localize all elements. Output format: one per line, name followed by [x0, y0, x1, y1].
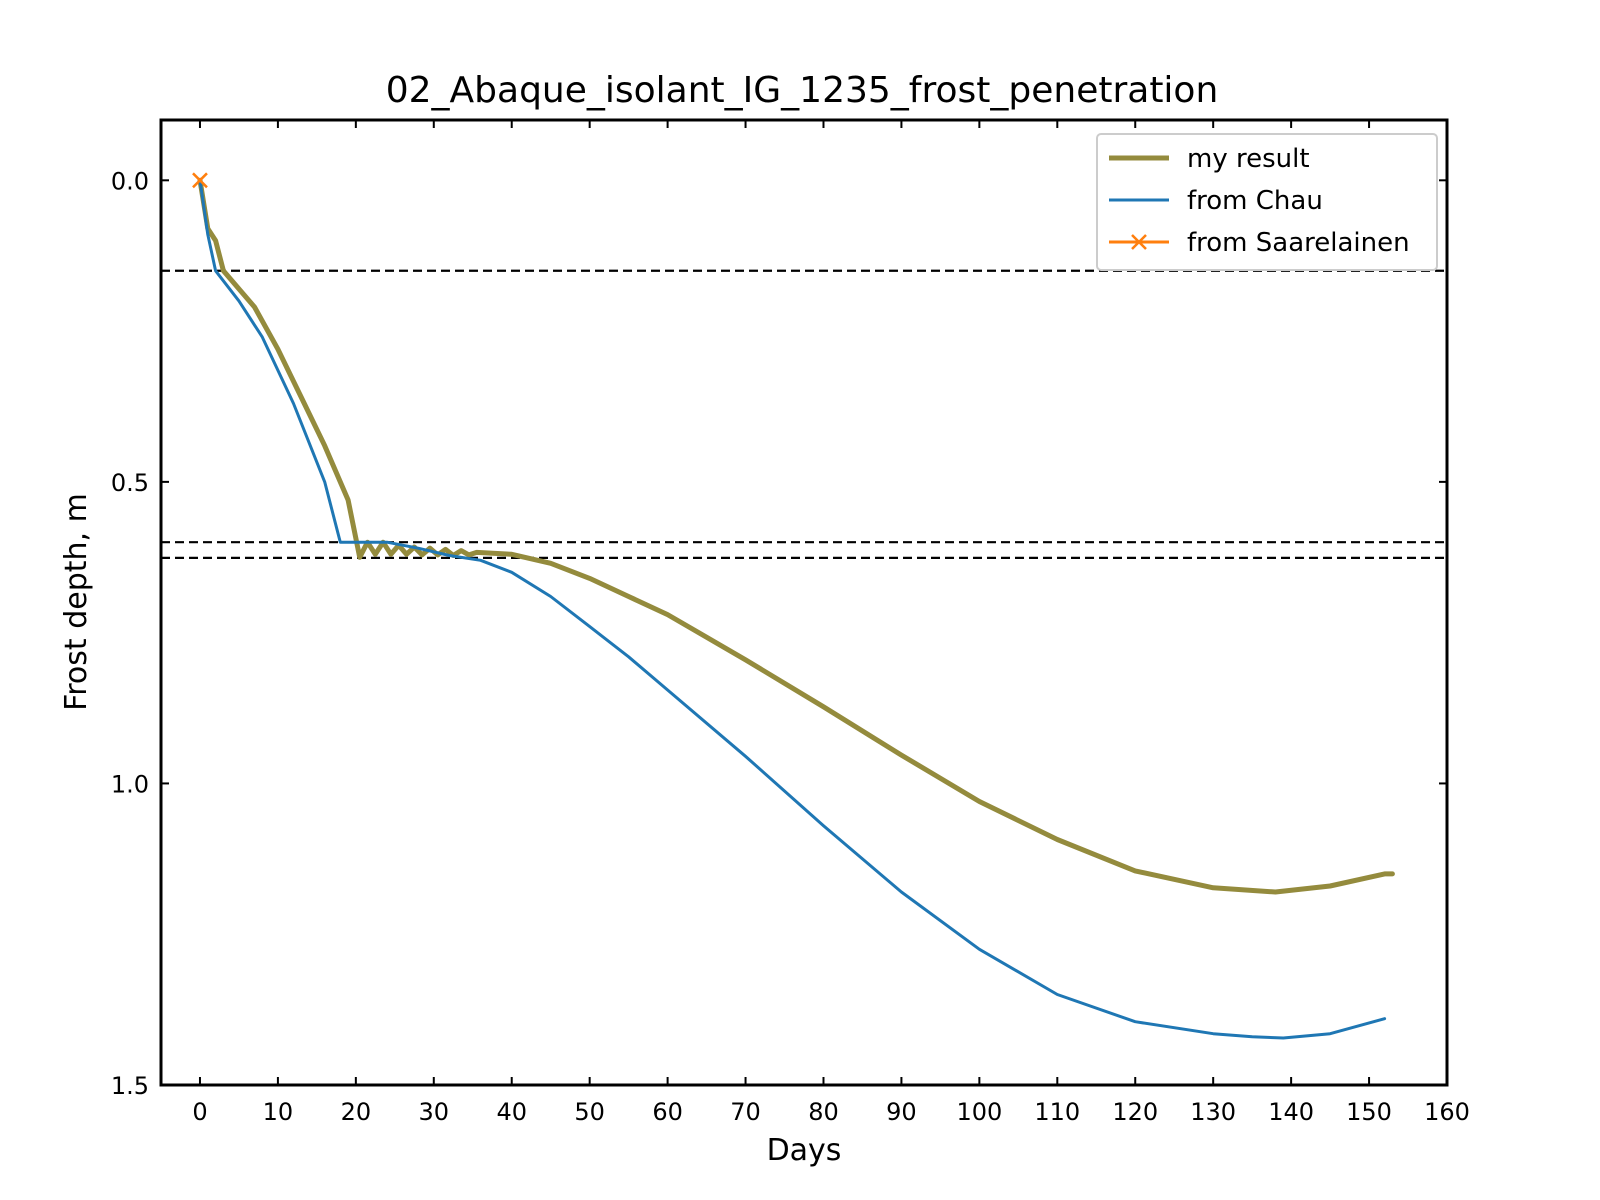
legend-marker-from-saarelainen [1131, 234, 1147, 250]
x-tick-label: 110 [1034, 1098, 1080, 1126]
x-tick-label: 130 [1190, 1098, 1236, 1126]
series-line-from-chau [198, 178, 1387, 1040]
x-tick-label: 100 [956, 1098, 1002, 1126]
x-axis-title: Days [767, 1133, 842, 1168]
x-tick-label: 60 [652, 1098, 683, 1126]
x-tick-label: 50 [574, 1098, 605, 1126]
y-tick-label: 0.0 [111, 167, 149, 195]
legend-box [1096, 133, 1438, 271]
x-tick-label: 150 [1346, 1098, 1392, 1126]
x-tick-label: 160 [1424, 1098, 1470, 1126]
x-tick-label: 40 [496, 1098, 527, 1126]
y-axis-title: Frost depth, m [59, 493, 94, 711]
plot-frame [159, 118, 1449, 1087]
x-tick-label: 10 [263, 1098, 294, 1126]
legend-label-my-result: my result [1187, 144, 1310, 174]
x-tick-label: 70 [730, 1098, 761, 1126]
legend-label-from-chau: from Chau [1187, 186, 1323, 216]
series-layer [192, 172, 1395, 1040]
y-tick-label: 0.5 [111, 469, 149, 497]
reference-lines [161, 269, 1447, 559]
legend-label-from-saarelainen: from Saarelainen [1187, 228, 1410, 258]
x-axis: 0 10 20 30 40 50 60 70 80 90 100 110 120 130 140 150 160 [192, 120, 1470, 1126]
chart-title: 02_Abaque_isolant_IG_1235_frost_penetrat… [386, 70, 1219, 111]
legend: my result from Chau from Saarelainen [1096, 133, 1438, 271]
series-point-from-saarelainen [192, 172, 208, 189]
x-tick-label: 140 [1268, 1098, 1314, 1126]
y-tick-label: 1.5 [111, 1072, 149, 1100]
series-line-my-result [197, 177, 1395, 895]
x-tick-label: 80 [808, 1098, 839, 1126]
x-tick-label: 20 [341, 1098, 372, 1126]
y-axis: 0.0 0.5 1.0 1.5 [111, 167, 1447, 1100]
x-tick-label: 90 [886, 1098, 917, 1126]
x-tick-label: 120 [1112, 1098, 1158, 1126]
x-tick-label: 30 [419, 1098, 450, 1126]
y-tick-label: 1.0 [111, 770, 149, 798]
x-tick-label: 0 [192, 1098, 207, 1126]
